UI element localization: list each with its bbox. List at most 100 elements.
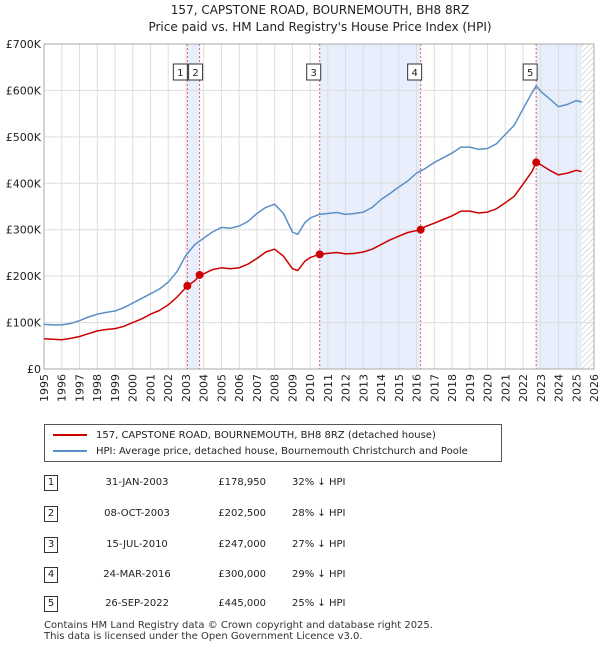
x-tick-label: 1996 xyxy=(56,374,69,402)
x-tick-label: 2002 xyxy=(162,374,175,402)
transaction-hpi: 27% ↓ HPI xyxy=(292,539,346,550)
x-tick-label: 2016 xyxy=(411,374,424,402)
legend-label-hpi: HPI: Average price, detached house, Bour… xyxy=(96,446,468,457)
y-tick-label: £400K xyxy=(6,177,42,190)
shaded-span xyxy=(319,44,421,369)
y-tick-label: £700K xyxy=(6,38,42,51)
transaction-dot xyxy=(416,225,425,234)
transaction-row: 4 24-MAR-2016 £300,000 29% ↓ HPI xyxy=(0,566,600,586)
legend: 157, CAPSTONE ROAD, BOURNEMOUTH, BH8 8RZ… xyxy=(44,424,502,462)
marker-box xyxy=(407,63,423,81)
x-tick-label: 2009 xyxy=(286,374,299,402)
x-tick-label: 2017 xyxy=(428,374,441,402)
red-line-swatch xyxy=(53,434,87,436)
transaction-price: £445,000 xyxy=(218,598,266,609)
future-hatch xyxy=(581,44,594,369)
y-tick-label: £0 xyxy=(27,363,41,376)
x-tick-label: 1999 xyxy=(109,374,122,402)
transaction-row: 5 26-SEP-2022 £445,000 25% ↓ HPI xyxy=(0,595,600,615)
x-tick-label: 2000 xyxy=(127,374,140,402)
marker-box xyxy=(306,63,322,81)
x-tick-label: 1998 xyxy=(91,374,104,402)
marker-number: 2 xyxy=(192,68,198,79)
y-tick-label: £300K xyxy=(6,224,42,237)
chart-title: 157, CAPSTONE ROAD, BOURNEMOUTH, BH8 8RZ xyxy=(171,3,469,17)
x-tick-label: 2023 xyxy=(535,374,548,402)
legend-item-price-paid: 157, CAPSTONE ROAD, BOURNEMOUTH, BH8 8RZ… xyxy=(53,429,436,443)
x-tick-label: 2001 xyxy=(144,374,157,402)
transaction-row: 2 08-OCT-2003 £202,500 28% ↓ HPI xyxy=(0,505,600,525)
x-tick-label: 2005 xyxy=(215,374,228,402)
x-tick-label: 2006 xyxy=(233,374,246,402)
x-tick-label: 2003 xyxy=(180,374,193,402)
marker-box xyxy=(172,63,188,81)
price-paid-line xyxy=(43,161,582,341)
legend-item-hpi: HPI: Average price, detached house, Bour… xyxy=(53,445,468,459)
transaction-row: 3 15-JUL-2010 £247,000 27% ↓ HPI xyxy=(0,536,600,556)
x-tick-label: 2007 xyxy=(251,374,264,402)
x-tick-label: 2020 xyxy=(482,374,495,402)
transaction-hpi: 28% ↓ HPI xyxy=(292,508,346,519)
plot-frame xyxy=(43,43,595,370)
chart-subtitle: Price paid vs. HM Land Registry's House … xyxy=(148,20,491,34)
footer-copyright: Contains HM Land Registry data © Crown c… xyxy=(44,620,433,631)
x-tick-label: 2010 xyxy=(304,374,317,402)
price-chart: 157, CAPSTONE ROAD, BOURNEMOUTH, BH8 8RZ… xyxy=(6,3,600,402)
x-tick-label: 2024 xyxy=(553,374,566,402)
highlight-spans xyxy=(187,44,594,369)
marker-number: 5 xyxy=(527,68,533,79)
x-tick-label: 2021 xyxy=(499,374,512,402)
transaction-hpi: 32% ↓ HPI xyxy=(292,477,346,488)
y-tick-label: £200K xyxy=(6,270,42,283)
transaction-price: £202,500 xyxy=(218,508,266,519)
marker-number: 4 xyxy=(411,68,417,79)
transaction-date: 26-SEP-2022 xyxy=(105,598,169,609)
transaction-dot xyxy=(183,281,192,290)
legend-label-price-paid: 157, CAPSTONE ROAD, BOURNEMOUTH, BH8 8RZ… xyxy=(96,430,436,441)
series-lines xyxy=(43,85,582,341)
grid xyxy=(43,43,595,370)
transaction-dot xyxy=(315,250,324,259)
x-axis: 1995 1996 1997 1998 1999 2000 2001 2002 2003 2004… xyxy=(38,374,600,402)
marker-box xyxy=(522,63,538,81)
transaction-row: 1 31-JAN-2003 £178,950 32% ↓ HPI xyxy=(0,474,600,494)
y-tick-label: £500K xyxy=(6,131,42,144)
shaded-span xyxy=(187,44,200,369)
transaction-price: £300,000 xyxy=(218,569,266,580)
x-tick-label: 2025 xyxy=(570,374,583,402)
x-tick-label: 2014 xyxy=(375,374,388,402)
x-tick-label: 2004 xyxy=(198,374,211,402)
x-tick-label: 1995 xyxy=(38,374,51,402)
transaction-date: 15-JUL-2010 xyxy=(106,539,168,550)
footer: Contains HM Land Registry data © Crown c… xyxy=(44,620,433,642)
transaction-price: £247,000 xyxy=(218,539,266,550)
transaction-dots xyxy=(183,158,541,290)
transaction-date: 31-JAN-2003 xyxy=(105,477,169,488)
transaction-date: 24-MAR-2016 xyxy=(103,569,171,580)
transaction-hpi: 25% ↓ HPI xyxy=(292,598,346,609)
marker-box xyxy=(188,63,204,81)
transaction-dot xyxy=(532,158,541,167)
x-tick-label: 2015 xyxy=(393,374,406,402)
transaction-price: £178,950 xyxy=(218,477,266,488)
transaction-number: 1 xyxy=(44,475,58,491)
x-tick-label: 2013 xyxy=(357,374,370,402)
transaction-hpi: 29% ↓ HPI xyxy=(292,569,346,580)
hpi-line xyxy=(43,85,582,326)
x-tick-label: 2012 xyxy=(340,374,353,402)
y-tick-label: £600K xyxy=(6,84,42,97)
x-tick-label: 2019 xyxy=(464,374,477,402)
footer-licence: This data is licensed under the Open Gov… xyxy=(44,631,363,642)
transaction-number: 5 xyxy=(44,596,58,612)
transaction-dot xyxy=(195,270,204,279)
transaction-number: 4 xyxy=(44,567,58,583)
transaction-number: 2 xyxy=(44,506,58,522)
blue-line-swatch xyxy=(53,450,87,452)
marker-number: 3 xyxy=(311,68,317,79)
x-tick-label: 2011 xyxy=(322,374,335,402)
transaction-date: 08-OCT-2003 xyxy=(104,508,170,519)
x-tick-label: 1997 xyxy=(73,374,86,402)
y-axis: £0 £100K £200K £300K £400K £500K £600K £700K xyxy=(6,38,42,376)
x-tick-label: 2026 xyxy=(588,374,600,402)
x-tick-label: 2022 xyxy=(517,374,530,402)
